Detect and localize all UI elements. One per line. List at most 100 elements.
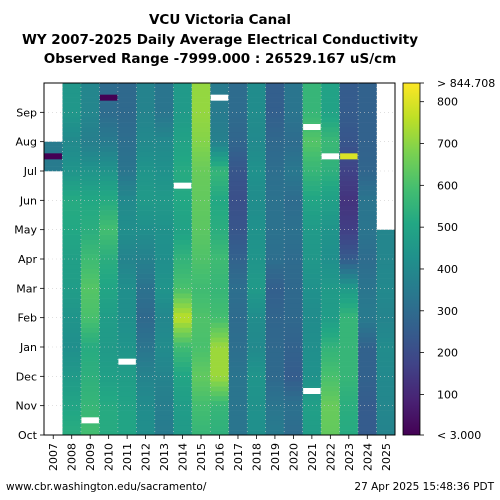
heatmap-cell <box>358 376 377 382</box>
heatmap-cell <box>228 410 248 416</box>
heatmap-cell <box>358 185 377 191</box>
heatmap-cell <box>80 117 100 123</box>
heatmap-cell <box>284 293 303 299</box>
heatmap-cell <box>80 317 100 323</box>
heatmap-cell <box>339 92 359 98</box>
heatmap-marker <box>44 153 62 160</box>
heatmap-cell <box>321 263 340 270</box>
heatmap-cell <box>136 307 156 314</box>
heatmap-cell <box>358 92 377 98</box>
heatmap-cell <box>302 317 322 323</box>
heatmap-cell <box>321 366 340 372</box>
heatmap-cell <box>228 395 248 402</box>
heatmap-cell <box>265 151 285 157</box>
heatmap-cell <box>154 395 174 402</box>
heatmap-cell <box>376 415 396 421</box>
heatmap-cell <box>80 303 100 309</box>
heatmap-cell <box>247 303 266 309</box>
heatmap-cell <box>117 254 137 260</box>
heatmap-cell <box>210 386 230 392</box>
heatmap-cell <box>302 259 322 265</box>
heatmap-cell <box>154 391 174 397</box>
heatmap-cell <box>117 195 137 201</box>
heatmap-cell <box>247 102 266 108</box>
heatmap-cell <box>302 415 322 421</box>
heatmap-cell <box>210 430 230 436</box>
heatmap-cell <box>80 141 100 147</box>
heatmap-cell <box>191 107 211 113</box>
heatmap-cell <box>210 381 230 387</box>
heatmap-cell <box>62 322 82 328</box>
heatmap-cell <box>247 425 266 431</box>
heatmap-cell <box>247 342 266 348</box>
heatmap-cell <box>117 303 137 309</box>
heatmap-cell <box>80 268 100 274</box>
heatmap-cell <box>358 175 377 182</box>
heatmap-cell <box>191 185 211 191</box>
heatmap-cell <box>228 102 248 108</box>
heatmap-cell <box>154 415 174 421</box>
heatmap-cell <box>247 249 266 255</box>
heatmap-cell <box>154 278 174 284</box>
heatmap-cell <box>173 361 193 367</box>
heatmap-cell <box>154 180 174 186</box>
heatmap-cell <box>284 131 303 138</box>
heatmap-cell <box>321 268 340 274</box>
heatmap-cell <box>99 420 119 426</box>
heatmap-cell <box>62 210 82 216</box>
heatmap-cell <box>191 415 211 421</box>
heatmap-cell <box>191 200 211 206</box>
heatmap-cell <box>173 351 193 358</box>
heatmap-cell <box>321 395 340 402</box>
heatmap-cell <box>80 351 100 358</box>
heatmap-cell <box>62 268 82 274</box>
heatmap-cell <box>228 200 248 206</box>
heatmap-cell <box>62 361 82 367</box>
heatmap-cell <box>191 342 211 348</box>
heatmap-cell <box>80 161 100 167</box>
heatmap-cell <box>99 161 119 167</box>
heatmap-cell <box>191 410 211 416</box>
heatmap-cell <box>358 200 377 206</box>
heatmap-cell <box>99 371 119 377</box>
heatmap-cell <box>136 112 156 118</box>
heatmap-cell <box>80 229 100 235</box>
heatmap-cell <box>247 361 266 367</box>
heatmap-cell <box>247 420 266 426</box>
heatmap-cell <box>173 166 193 172</box>
heatmap-cell <box>136 156 156 162</box>
heatmap-cell <box>302 83 322 89</box>
heatmap-cell <box>173 317 193 323</box>
heatmap-cell <box>117 337 137 343</box>
heatmap-cell <box>154 117 174 123</box>
footer-source-url: www.cbr.washington.edu/sacramento/ <box>6 481 207 493</box>
heatmap-cell <box>191 400 211 406</box>
heatmap-cell <box>265 146 285 152</box>
heatmap-cell <box>284 156 303 162</box>
heatmap-cell <box>358 337 377 343</box>
heatmap-cell <box>80 395 100 402</box>
heatmap-cell <box>228 298 248 304</box>
heatmap-cell <box>247 117 266 123</box>
heatmap-cell <box>376 337 396 343</box>
heatmap-cell <box>62 151 82 157</box>
heatmap-cell <box>247 317 266 323</box>
heatmap-cell <box>117 112 137 118</box>
heatmap-cell <box>265 400 285 406</box>
heatmap-cell <box>376 229 396 235</box>
heatmap-cell <box>339 332 359 338</box>
heatmap-cell <box>358 156 377 162</box>
heatmap-cell <box>302 146 322 152</box>
heatmap-cell <box>99 259 119 265</box>
heatmap-cell <box>154 425 174 431</box>
heatmap-cell <box>99 215 119 221</box>
heatmap-cell <box>339 327 359 333</box>
heatmap-cell <box>376 234 396 240</box>
heatmap-cell <box>191 92 211 98</box>
heatmap-cell <box>210 361 230 367</box>
heatmap-cell <box>321 361 340 367</box>
heatmap-cell <box>321 122 340 128</box>
heatmap-cell <box>265 234 285 240</box>
heatmap-cell <box>228 322 248 328</box>
heatmap-cell <box>62 146 82 152</box>
